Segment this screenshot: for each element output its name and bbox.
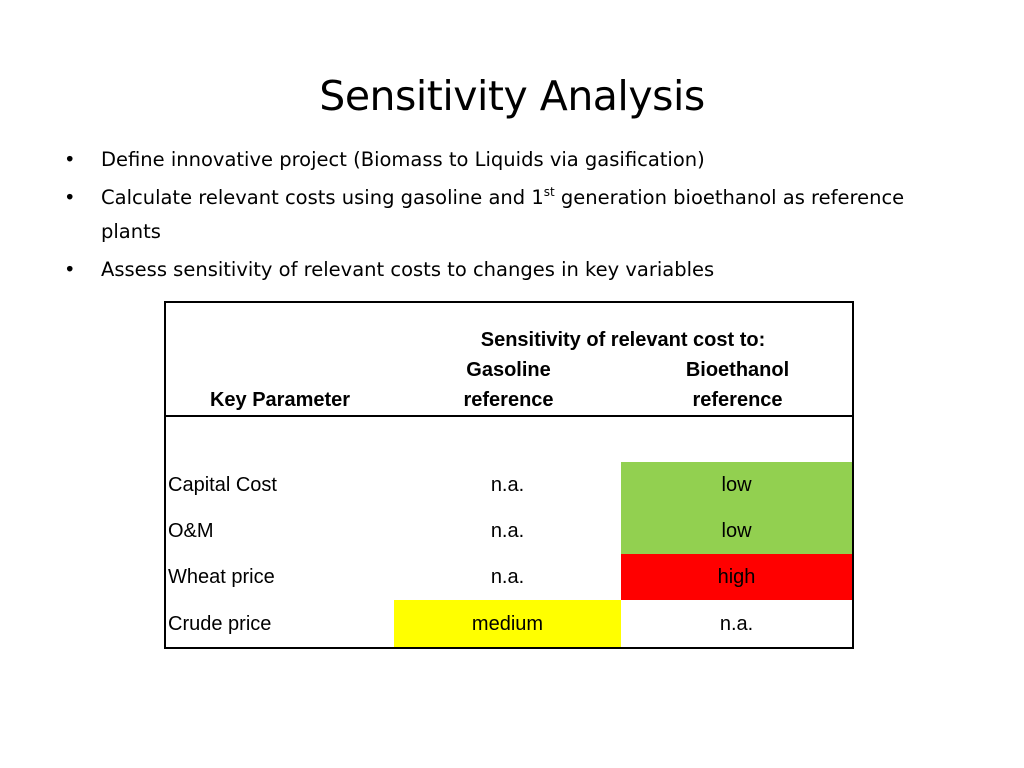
cell-parameter: Crude price <box>168 612 272 635</box>
bullet-dot-icon: • <box>64 148 76 171</box>
header-gasoline-line1: Gasoline <box>466 359 551 381</box>
header-group-title: Sensitivity of relevant cost to: <box>480 329 766 351</box>
cell-bioethanol: low <box>621 508 854 554</box>
table-row: Capital Cost n.a. low <box>165 462 854 508</box>
slide-title: Sensitivity Analysis <box>319 72 705 120</box>
header-gasoline-reference: Gasoline reference <box>394 355 623 415</box>
bullet-item: • Define innovative project (Biomass to … <box>64 143 964 177</box>
cell-bioethanol: high <box>621 554 854 600</box>
cell-bioethanol: low <box>621 462 854 508</box>
cell-gasoline: n.a. <box>490 474 525 496</box>
bullet-text: Assess sensitivity of relevant costs to … <box>101 258 715 281</box>
header-bioethanol-reference: Bioethanol reference <box>623 355 852 415</box>
table-header-row: Key Parameter Sensitivity of relevant co… <box>165 302 854 416</box>
header-gasoline-line2: reference <box>463 389 554 411</box>
bullet-item: • Assess sensitivity of relevant costs t… <box>64 253 964 287</box>
bullet-text-continued: generation bioethanol as reference plant… <box>101 186 905 243</box>
bullet-item: • Calculate relevant costs using gasolin… <box>64 181 964 249</box>
table-row: Wheat price n.a. high <box>165 554 854 600</box>
header-bioethanol-line2: reference <box>692 389 783 411</box>
cell-gasoline: medium <box>394 600 621 648</box>
sensitivity-table: Key Parameter Sensitivity of relevant co… <box>164 301 855 649</box>
header-key-parameter: Key Parameter <box>209 389 351 411</box>
cell-parameter: Wheat price <box>168 566 275 588</box>
bullet-dot-icon: • <box>64 186 76 209</box>
bullet-dot-icon: • <box>64 258 76 281</box>
bullet-text: Calculate relevant costs using gasoline … <box>101 186 544 209</box>
cell-bioethanol: n.a. <box>719 612 754 635</box>
header-bioethanol-line1: Bioethanol <box>685 359 790 381</box>
header-sensitivity-group: Sensitivity of relevant cost to: Gasolin… <box>394 302 853 416</box>
cell-parameter: O&M <box>168 520 214 542</box>
bullet-superscript: st <box>543 185 555 199</box>
bullet-text: Define innovative project (Biomass to Li… <box>101 148 705 171</box>
bullet-list: • Define innovative project (Biomass to … <box>64 143 964 291</box>
table-spacer-row <box>165 416 853 462</box>
cell-gasoline: n.a. <box>490 566 525 588</box>
cell-gasoline: n.a. <box>490 520 525 542</box>
cell-parameter: Capital Cost <box>168 474 277 496</box>
table-row: O&M n.a. low <box>165 508 854 554</box>
table-row: Crude price medium n.a. <box>165 600 853 648</box>
